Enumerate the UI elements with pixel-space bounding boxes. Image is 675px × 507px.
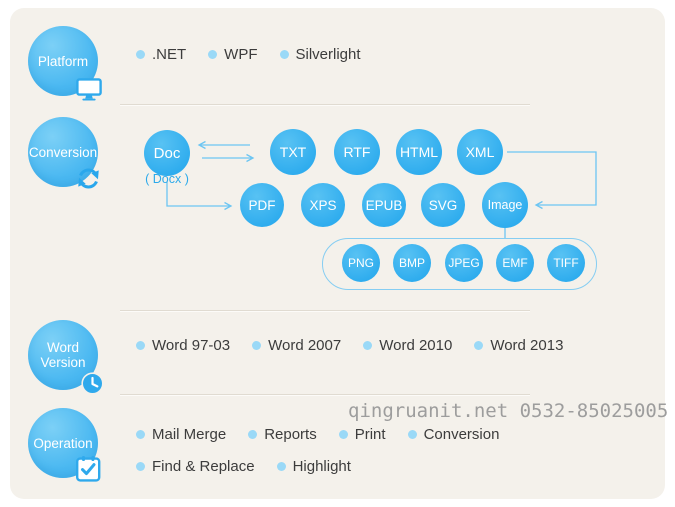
list-item: Word 97-03 <box>136 335 230 355</box>
platform-circle: Platform <box>28 26 102 101</box>
list-item: WPF <box>208 44 258 64</box>
platform-label: Platform <box>37 53 89 69</box>
operation-item-label: Mail Merge <box>152 425 227 443</box>
list-item: Highlight <box>276 456 351 476</box>
monitor-icon <box>76 78 102 101</box>
conversion-circle: Conversion <box>28 117 99 189</box>
format-circle-image: Image <box>482 182 528 228</box>
operation-item-label: Find & Replace <box>152 457 255 475</box>
operation-circle: Operation <box>28 408 101 482</box>
operation-list-row1: Mail Merge Reports Print Conversion <box>136 424 499 444</box>
list-item: Word 2013 <box>474 335 563 355</box>
word-version-circle: Word Version <box>28 320 104 395</box>
word-version-item-label: Word 2007 <box>268 336 342 354</box>
bullet-icon <box>136 461 145 471</box>
bullet-icon <box>136 49 145 59</box>
platform-list: .NET WPF Silverlight <box>136 44 361 64</box>
bullet-icon <box>474 340 484 350</box>
operation-item-label: Highlight <box>292 457 351 475</box>
word-version-label: Word Version <box>40 340 86 370</box>
format-circle-svg: SVG <box>421 183 465 227</box>
list-item: Silverlight <box>279 44 361 64</box>
format-circle-emf: EMF <box>496 244 534 282</box>
bullet-icon <box>276 461 286 471</box>
bullet-icon <box>407 429 417 439</box>
platform-item-label: Silverlight <box>295 45 361 63</box>
word-version-item-label: Word 2013 <box>490 336 564 354</box>
format-label: Image <box>487 198 523 212</box>
platform-item-label: WPF <box>224 45 258 63</box>
feature-panel: Platform .NET WPF Silverlight Conversion <box>10 8 669 499</box>
platform-item-label: .NET <box>152 45 187 63</box>
format-label: XPS <box>309 197 337 213</box>
format-label: TIFF <box>553 256 579 270</box>
format-label: PDF <box>248 197 276 213</box>
format-circle-xps: XPS <box>301 183 345 227</box>
format-circle-tiff: TIFF <box>547 244 585 282</box>
format-circle-html: HTML <box>396 129 442 175</box>
format-label: SVG <box>428 197 458 213</box>
format-label: RTF <box>343 144 371 160</box>
image-formats-group <box>322 238 597 290</box>
format-label: HTML <box>399 144 439 160</box>
format-circle-doc: Doc <box>144 130 190 176</box>
list-item: Word 2007 <box>252 335 341 355</box>
section-divider <box>120 104 530 105</box>
list-item: Reports <box>248 424 317 444</box>
format-circle-rtf: RTF <box>334 129 380 175</box>
format-label: JPEG <box>448 256 480 270</box>
docx-sublabel: ( Docx ) <box>145 172 189 186</box>
format-circle-epub: EPUB <box>362 183 406 227</box>
format-label: PNG <box>347 256 374 270</box>
operation-item-label: Conversion <box>423 425 500 443</box>
word-version-item-label: Word 97-03 <box>152 336 231 354</box>
conversion-label: Conversion <box>28 144 98 160</box>
watermark-text: qingruanit.net 0532-85025005 <box>348 400 669 422</box>
word-version-list: Word 97-03 Word 2007 Word 2010 Word 2013 <box>136 335 563 355</box>
section-divider <box>120 394 530 395</box>
bullet-icon <box>208 49 218 59</box>
format-circle-png: PNG <box>342 244 380 282</box>
word-version-item-label: Word 2010 <box>379 336 453 354</box>
format-label: EPUB <box>365 197 403 213</box>
bullet-icon <box>136 429 145 439</box>
operation-label: Operation <box>33 435 93 451</box>
format-circle-txt: TXT <box>270 129 316 175</box>
operation-item-label: Reports <box>264 425 317 443</box>
bullet-icon <box>363 340 373 350</box>
operation-list-row2: Find & Replace Highlight <box>136 456 351 476</box>
list-item: Mail Merge <box>136 424 226 444</box>
format-circle-jpeg: JPEG <box>445 244 483 282</box>
bullet-icon <box>252 340 262 350</box>
clipboard-check-icon <box>75 455 102 483</box>
operation-item-label: Print <box>354 425 386 443</box>
format-label: Doc <box>153 144 181 162</box>
format-label: BMP <box>398 256 425 270</box>
clock-icon <box>79 370 106 397</box>
list-item: Print <box>338 424 386 444</box>
bullet-icon <box>338 429 348 439</box>
bullet-icon <box>279 49 289 59</box>
list-item: Find & Replace <box>136 456 255 476</box>
section-divider <box>120 310 530 311</box>
list-item: .NET <box>136 44 186 64</box>
list-item: Word 2010 <box>363 335 452 355</box>
bullet-icon <box>136 340 145 350</box>
format-circle-pdf: PDF <box>240 183 284 227</box>
format-label: TXT <box>279 144 307 160</box>
format-label: XML <box>465 144 495 160</box>
format-circle-xml: XML <box>457 129 503 175</box>
refresh-icon <box>75 165 102 192</box>
bullet-icon <box>248 429 258 439</box>
list-item: Conversion <box>407 424 500 444</box>
format-circle-bmp: BMP <box>393 244 431 282</box>
format-label: EMF <box>502 256 528 270</box>
